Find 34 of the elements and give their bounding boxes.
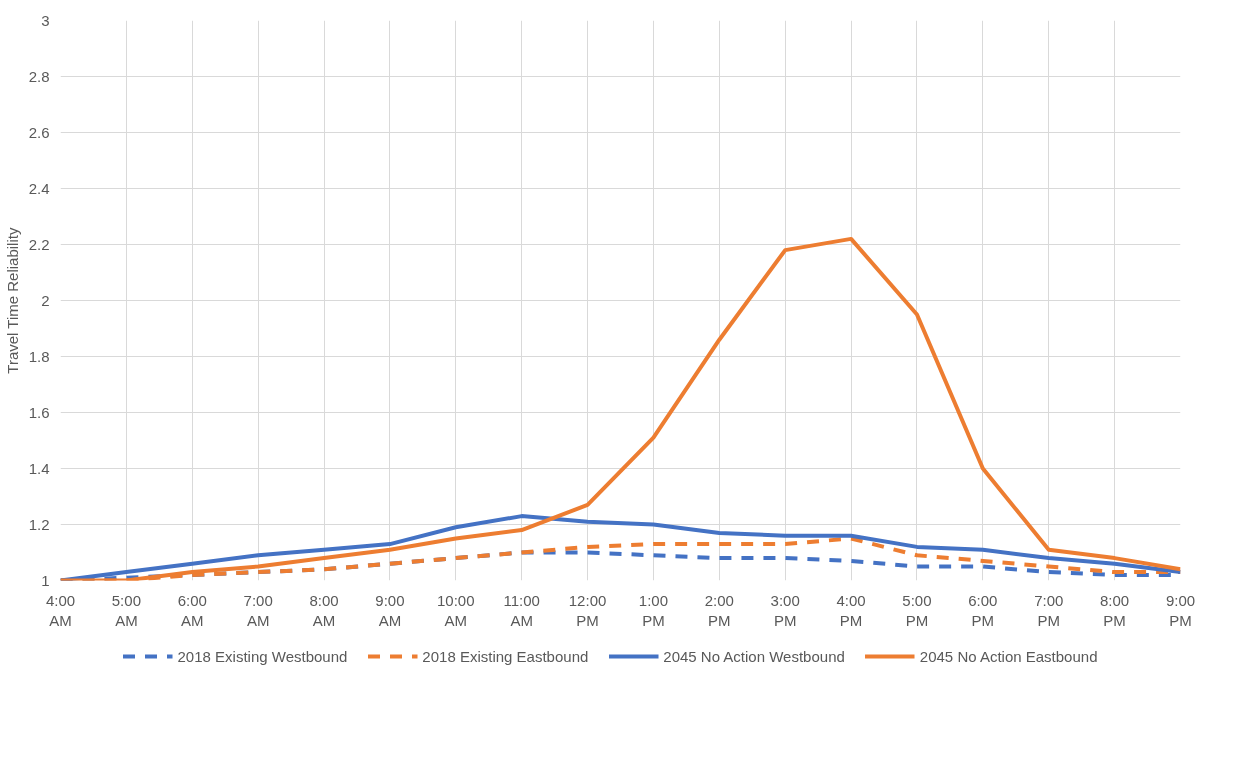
x-tick-label: 8:00 AM <box>309 591 339 629</box>
x-tick-label: 5:00 AM <box>111 591 141 629</box>
y-tick-label: 1 <box>41 571 50 589</box>
y-tick-label: 1.6 <box>28 403 50 421</box>
x-tick-label: 5:00 PM <box>902 591 932 629</box>
x-tick-label: 4:00 AM <box>45 591 76 629</box>
x-tick-label: 1:00 PM <box>638 591 669 629</box>
x-tick-label: 11:00 AM <box>503 591 540 629</box>
y-tick-label: 3 <box>41 11 50 29</box>
legend-label: 2018 Existing Westbound <box>177 647 348 665</box>
y-tick-label: 1.8 <box>28 347 50 365</box>
y-tick-label: 2.6 <box>28 123 50 141</box>
x-tick-label: 10:00 AM <box>437 591 475 629</box>
legend-label: 2018 Existing Eastbound <box>422 647 589 665</box>
x-tick-label: 4:00 PM <box>836 591 866 629</box>
y-tick-label: 1.2 <box>28 515 50 533</box>
x-tick-label: 6:00 PM <box>968 591 998 629</box>
legend-label: 2045 No Action Westbound <box>663 647 845 665</box>
y-tick-label: 2 <box>41 291 50 309</box>
x-tick-label: 6:00 AM <box>177 591 207 629</box>
x-tick-label: 8:00 PM <box>1100 591 1130 629</box>
y-tick-label: 1.4 <box>28 459 50 477</box>
y-tick-label: 2.4 <box>28 179 50 197</box>
x-tick-label: 7:00 AM <box>243 591 273 629</box>
x-tick-label: 12:00 PM <box>568 591 607 629</box>
y-axis-title: Travel Time Reliability <box>3 227 21 374</box>
x-tick-label: 9:00 AM <box>375 591 405 629</box>
x-tick-label: 9:00 PM <box>1165 591 1196 629</box>
y-tick-label: 2.2 <box>28 235 50 253</box>
x-tick-label: 3:00 PM <box>770 591 800 629</box>
legend-label: 2045 No Action Eastbound <box>919 647 1098 665</box>
y-tick-label: 2.8 <box>28 67 50 85</box>
x-tick-label: 2:00 PM <box>704 591 734 629</box>
x-tick-label: 7:00 PM <box>1034 591 1064 629</box>
